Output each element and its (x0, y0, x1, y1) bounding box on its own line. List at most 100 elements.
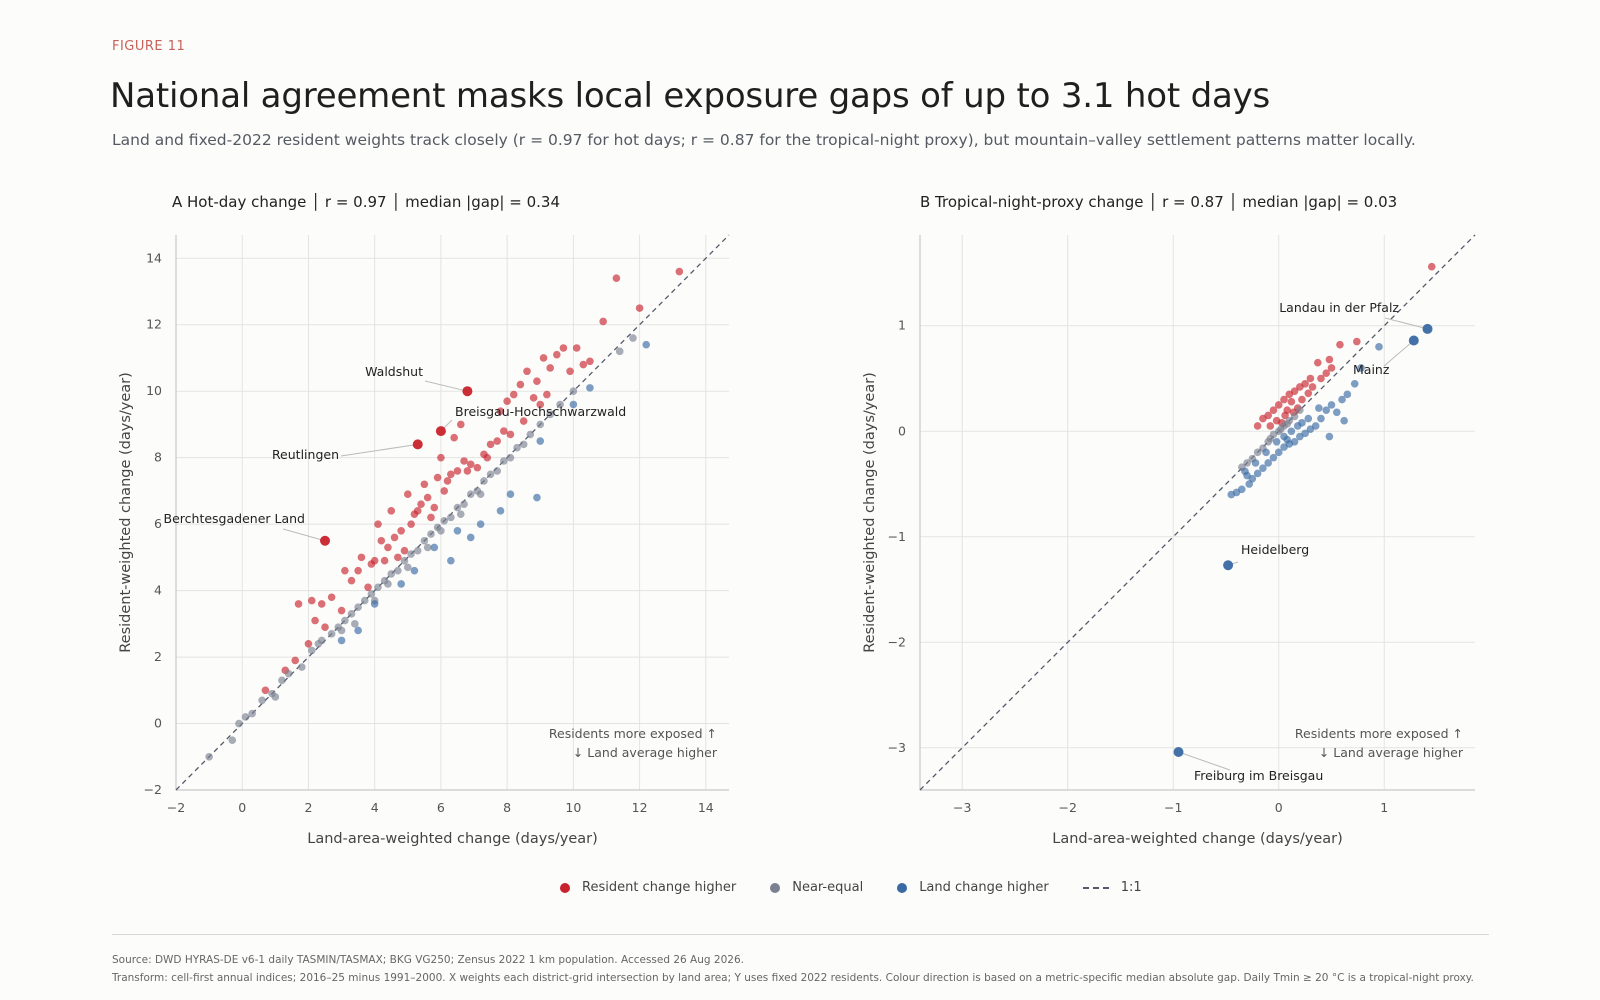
panel-b-point-resident (1269, 406, 1278, 414)
panel-a-point-land (586, 384, 594, 392)
panel-a-point-resident (572, 344, 581, 352)
panel-a-point-land (466, 533, 475, 542)
panel-b-x-tick-label: −1 (1164, 800, 1182, 815)
panel-a-point-resident (294, 600, 303, 608)
panel-b-callout-label: Heidelberg (1241, 542, 1309, 557)
panel-a-point-resident (523, 367, 531, 376)
panel-a-point-resident (420, 480, 429, 489)
panel-b-point-resident (1285, 390, 1294, 399)
panel-b-y-tick-label: 1 (898, 318, 906, 333)
panel-a-point-resident (427, 513, 435, 522)
transform-note: Transform: cell-first annual indices; 20… (112, 972, 1474, 984)
panel-a-point-near (569, 387, 578, 395)
panel-a-point-resident (364, 583, 372, 592)
panel-a-point-resident (506, 430, 515, 439)
panel-a-point-near (456, 510, 465, 518)
panel-a-y-tick-label: 12 (146, 317, 162, 332)
panel-a-point-resident (423, 493, 432, 502)
panel-a-point-resident (553, 350, 561, 359)
panel-a-point-resident (354, 566, 362, 575)
panel-a-point-resident (456, 420, 465, 429)
panel-a-x-axis-title: Land-area-weighted change (days/year) (307, 831, 598, 847)
panel-b-x-tick-label: −3 (953, 800, 971, 815)
legend-marker-near-equal (770, 882, 781, 893)
panel-a-point-near (347, 610, 356, 618)
panel-a-point-near (337, 626, 346, 635)
panel-a-point-resident (635, 304, 644, 312)
panel-a-point-resident (304, 639, 313, 648)
panel-b-point-land (1306, 425, 1315, 433)
panel-a-point-resident (519, 417, 528, 425)
panel-a-point-near (298, 663, 306, 671)
panel-a-y-tick-label: 6 (154, 516, 162, 531)
panel-a-point-near (615, 347, 624, 356)
panel-b-highlight-point (1173, 747, 1184, 758)
footer-divider (112, 934, 1489, 935)
panel-a-point-resident (370, 556, 379, 565)
panel-a-point-near (403, 563, 412, 572)
panel-a-point-near (384, 580, 392, 588)
panel-a-x-tick-label: 2 (304, 800, 312, 815)
panel-a-point-resident (291, 656, 300, 665)
panel-a-point-near (427, 530, 435, 538)
panel-b-y-axis-title: Resident-weighted change (days/year) (862, 372, 878, 653)
panel-b-point-land (1304, 414, 1313, 423)
legend-marker-resident-higher (560, 882, 570, 893)
panel-b-point-land (1253, 469, 1262, 478)
panel-a-point-near (407, 550, 415, 558)
panel-a-point-resident (579, 360, 588, 369)
panel-a-point-land (453, 526, 462, 535)
panel-a-point-land (410, 566, 419, 575)
panel-a-point-resident (407, 520, 415, 528)
chart-a-hot-days: −2 0 2 4 6 8 10 12 14 −2 0 2 4 6 8 10 12 14 Waldshut Breisg… (118, 234, 730, 847)
panel-a-point-resident (460, 457, 468, 465)
panel-a-point-land (370, 600, 379, 608)
legend-label-one-to-one: 1:1 (1120, 880, 1142, 895)
panel-a-point-near (629, 334, 637, 342)
panel-a-callout-label: Reutlingen (272, 447, 339, 462)
panel-b-point-near (1283, 420, 1291, 428)
panel-b-point-land (1245, 480, 1254, 488)
panel-a-point-near (341, 616, 349, 625)
panel-a-point-near (526, 430, 535, 439)
legend-item-near-equal: Near-equal (770, 880, 863, 895)
panel-a-one-to-one-line (175, 234, 730, 791)
panel-b-point-land (1338, 395, 1346, 404)
panel-b-point-land (1315, 404, 1323, 412)
panel-a-x-tick-label: 8 (503, 800, 511, 815)
panel-a-callout-label: Waldshut (365, 364, 423, 379)
panel-b-one-to-one-line (919, 234, 1476, 791)
panel-a-point-near (248, 709, 256, 718)
panel-a-point-resident (311, 616, 319, 625)
panel-b-point-resident (1325, 355, 1334, 364)
panel-a-point-resident (447, 470, 455, 479)
panel-a-point-resident (546, 364, 554, 372)
panel-a-point-near (447, 513, 455, 522)
panel-a-point-resident (380, 556, 389, 565)
panel-a-point-near (437, 526, 445, 535)
panel-b-point-near (1243, 459, 1251, 467)
panel-a-point-resident (493, 437, 502, 445)
panel-a-point-resident (463, 467, 472, 475)
panel-b-callout-leader (1178, 751, 1231, 771)
panel-a-point-near (460, 500, 468, 508)
panel-b-point-resident (1296, 383, 1304, 391)
panel-a-point-resident (496, 407, 505, 415)
panel-b-point-resident (1287, 397, 1296, 406)
panel-a-y-axis-title: Resident-weighted change (days/year) (118, 372, 134, 653)
legend-label-land-higher: Land change higher (919, 880, 1049, 895)
panel-a-y-tick-label: 10 (146, 383, 162, 398)
panel-b-point-land (1280, 443, 1288, 451)
panel-a-point-resident (387, 507, 396, 515)
panel-a-point-resident (500, 427, 508, 435)
panel-a-point-near (284, 669, 293, 678)
panel-b-callout-label: Freiburg im Breisgau (1194, 768, 1323, 783)
panel-b-point-resident (1308, 383, 1317, 391)
panel-a-point-near (423, 543, 432, 552)
panel-b-point-near (1290, 412, 1299, 421)
panel-a-point-resident (543, 390, 551, 399)
panel-a-y-tick-label: 4 (154, 583, 162, 598)
panel-a-point-near (241, 713, 250, 721)
panel-b-callout-label: Mainz (1353, 362, 1390, 377)
panel-a-point-resident (384, 543, 392, 552)
